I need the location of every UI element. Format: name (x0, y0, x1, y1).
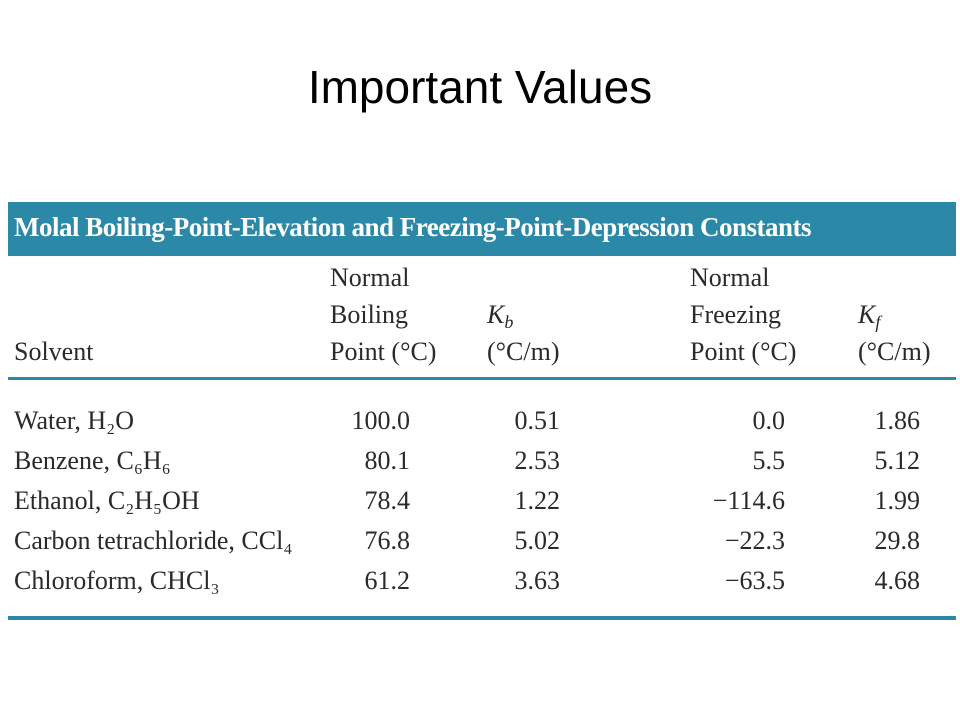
value-cell: −63.5 (724, 566, 785, 595)
header-rule (8, 377, 956, 380)
value-cell: 1.86 (874, 406, 921, 435)
header-unit: (°C/m) (487, 337, 560, 366)
header-text: Point (°C) (690, 337, 797, 366)
value-cell: 0.0 (752, 406, 786, 435)
value-cell: −22.3 (724, 526, 785, 555)
symbol-subscript: f (875, 312, 881, 332)
value-cell: 5.02 (514, 526, 561, 555)
value-cell: −114.6 (712, 486, 785, 515)
header-text: Point (°C) (330, 337, 437, 366)
header-symbol: Kf (858, 296, 880, 341)
value-cell: 80.1 (364, 446, 411, 475)
value-cell: 78.4 (364, 486, 411, 515)
value-cell: 61.2 (364, 566, 411, 595)
solvent-cell: Carbon tetrachloride, CCl₄ (14, 526, 293, 555)
value-cell: 1.99 (874, 486, 921, 515)
value-cell: 0.51 (514, 406, 561, 435)
value-cell: 1.22 (514, 486, 561, 515)
header-text: Solvent (14, 337, 94, 366)
bottom-rule (8, 616, 956, 620)
value-cell: 100.0 (351, 406, 411, 435)
header-symbol: Kb (487, 296, 513, 341)
table-caption: Molal Boiling-Point-Elevation and Freezi… (14, 212, 812, 242)
solvent-cell: Ethanol, C₂H₅OH (14, 486, 200, 515)
header-text: Boiling (330, 300, 409, 329)
symbol: K (487, 300, 505, 329)
value-cell: 4.68 (874, 566, 921, 595)
value-cell: 76.8 (364, 526, 411, 555)
value-cell: 5.5 (752, 446, 786, 475)
header-unit: (°C/m) (858, 337, 931, 366)
solvent-cell: Water, H₂O (14, 406, 134, 435)
solvent-cell: Chloroform, CHCl₃ (14, 566, 220, 595)
caption-bar (8, 202, 956, 256)
value-cell: 3.63 (514, 566, 561, 595)
header-text: Normal (330, 263, 410, 292)
slide-title: Important Values (307, 61, 653, 113)
solvent-cell: Benzene, C₆H₆ (14, 446, 171, 475)
value-cell: 2.53 (514, 446, 561, 475)
header-text: Freezing (690, 300, 781, 329)
symbol: K (858, 300, 876, 329)
value-cell: 29.8 (874, 526, 921, 555)
value-cell: 5.12 (874, 446, 921, 475)
header-text: Normal (690, 263, 770, 292)
symbol-subscript: b (504, 312, 514, 332)
